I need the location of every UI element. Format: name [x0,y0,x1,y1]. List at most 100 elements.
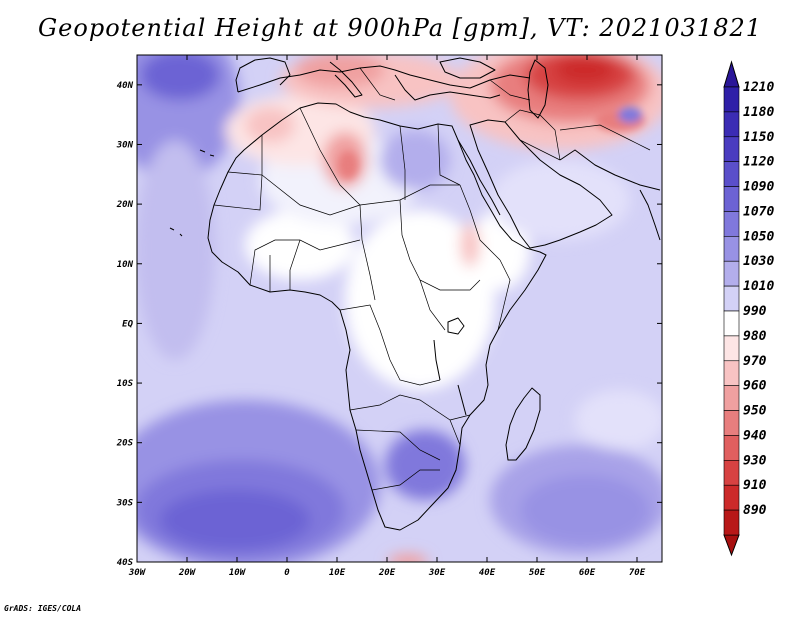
border-14 [355,429,441,461]
colorbar-swatch [723,484,740,511]
lon-tick-label: 30W [128,568,147,578]
border-21 [559,124,651,151]
map-field [137,55,662,562]
colorbar-swatch [723,186,740,212]
height-field-detail [338,107,645,179]
colorbar-label: 1120 [743,155,774,170]
field-middle-east-core [555,56,615,84]
colorbar-swatch [723,285,740,312]
colorbar-label: 1030 [743,254,774,269]
colorbar-swatch [723,136,740,162]
colorbar-label: 950 [743,404,767,419]
plot-title: Geopotential Height at 900hPa [gpm], VT:… [38,14,762,42]
border-19 [449,414,471,421]
field-ethiopia-low [460,223,480,267]
lat-tick-label: 40S [117,558,134,568]
colorbar-label: 1150 [743,130,774,145]
lake-tanganyika [433,339,441,381]
lat-tick-label: EQ [122,319,133,329]
colorbar-swatch [723,460,740,486]
border-10 [459,184,501,261]
lon-tick-label: 10W [229,568,247,578]
colorbar-swatch [723,211,740,237]
colorbar-label: 1210 [743,80,774,95]
colorbar-swatch [723,161,740,187]
colorbar-swatch [723,111,740,138]
field-west-africa [245,210,355,280]
colorbar-label: 970 [743,354,767,369]
lat-tick-label: 30N [116,140,134,150]
lon-tick-label: 60E [579,568,596,578]
iran-coastline [559,149,661,191]
colorbar-swatch [723,86,740,113]
colorbar-swatch [723,410,740,436]
india-coastline [639,189,661,241]
field-arabia [490,160,630,240]
border-23 [359,67,396,101]
colorbar-swatch [723,236,740,262]
border-13 [349,394,461,446]
colorbar-label: 940 [743,428,767,443]
italy-coastline [329,61,363,98]
colorbar-label: 910 [743,478,767,493]
colorbar-swatch [723,260,740,287]
lat-tick-label: 10N [117,260,134,270]
lon-tick-label: 70E [629,568,646,578]
border-1 [261,135,460,216]
lon-tick-label: 20E [378,568,396,578]
lon-tick-label: 30E [428,568,446,578]
border-20 [504,109,561,161]
field-algeria-core [338,151,358,179]
colorbar-label: 990 [743,304,767,319]
madagascar-coastline [505,387,541,461]
colorbar-label: 960 [743,379,767,394]
border-6 [213,174,263,211]
field-south-africa [385,430,465,500]
lake-victoria [447,317,465,335]
field-east-madagascar [575,390,662,450]
field-cape-low [388,554,428,562]
caspian-coastline [527,59,549,119]
border-24 [489,79,531,101]
lon-tick-label: 40E [479,568,496,578]
colorbar-swatch [723,385,740,411]
field-nw-high-inner [140,55,220,100]
red-sea-coastline [457,139,501,216]
colorbar-swatch [723,360,740,386]
border-18 [497,259,511,331]
lon-tick-label: 50E [529,568,546,578]
cape-verde [169,227,183,237]
field-central-africa [345,210,495,390]
border-2 [299,107,361,206]
field-arabian-sea-high [618,107,642,123]
field-morocco-low [245,107,295,143]
colorbar: 1210 1180 1150 1120 1090 1070 1050 1030 1010 990 9… [723,60,774,557]
border-16 [289,239,301,290]
colorbar-swatch [723,435,740,461]
border-11 [339,304,441,386]
latitude-ticks: 40N 30N 20N 10N EQ 10S 20S 30S 40S [116,81,662,568]
colorbar-over-arrow [723,60,740,88]
border-12 [419,279,446,331]
country-borders [213,67,651,491]
lake-malawi [457,384,467,416]
border-8 [359,204,376,301]
canary-islands [199,149,215,157]
colorbar-swatch [723,310,740,337]
map-frame [136,54,663,563]
field-south-atlantic-core [160,490,310,550]
lat-tick-label: 20S [116,439,134,449]
border-4 [437,123,461,186]
lat-tick-label: 10S [117,379,134,389]
colorbar-label: 1010 [743,279,774,294]
europe-coastline [237,65,531,93]
iberia-coastline [235,57,291,93]
credit-text: GrADS: IGES/COLA [4,604,82,613]
border-3 [399,125,406,200]
lon-tick-label: 20W [178,568,197,578]
border-22 [519,139,561,161]
black-sea-coastline [439,57,496,79]
field-west-atlantic [137,140,215,360]
lat-tick-label: 30S [116,498,134,508]
